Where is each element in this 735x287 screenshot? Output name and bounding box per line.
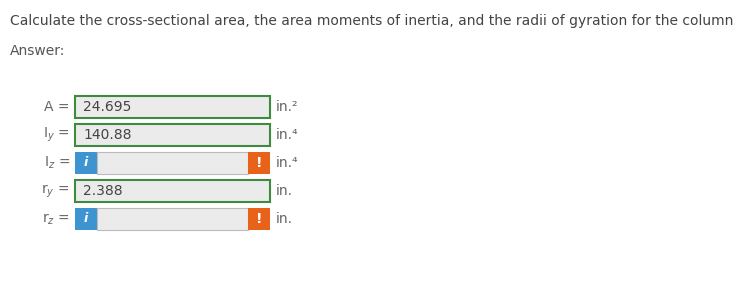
Text: in.⁴: in.⁴ (276, 156, 298, 170)
Text: in.⁴: in.⁴ (276, 128, 298, 142)
Text: I$_z$ =: I$_z$ = (44, 155, 70, 171)
FancyBboxPatch shape (75, 208, 97, 230)
Text: !: ! (256, 156, 262, 170)
FancyBboxPatch shape (75, 180, 270, 202)
Text: in.: in. (276, 184, 293, 198)
FancyBboxPatch shape (97, 152, 248, 174)
Text: i: i (84, 212, 88, 226)
Text: A =: A = (45, 100, 70, 114)
Text: i: i (84, 156, 88, 170)
Text: r$_z$ =: r$_z$ = (42, 211, 70, 227)
FancyBboxPatch shape (248, 152, 270, 174)
FancyBboxPatch shape (97, 208, 248, 230)
Text: Calculate the cross-sectional area, the area moments of inertia, and the radii o: Calculate the cross-sectional area, the … (10, 14, 735, 28)
Text: 2.388: 2.388 (83, 184, 123, 198)
FancyBboxPatch shape (75, 124, 270, 146)
FancyBboxPatch shape (248, 208, 270, 230)
Text: Answer:: Answer: (10, 44, 65, 58)
Text: !: ! (256, 212, 262, 226)
Text: I$_y$ =: I$_y$ = (43, 126, 70, 144)
Text: r$_y$ =: r$_y$ = (41, 182, 70, 200)
FancyBboxPatch shape (75, 96, 270, 118)
Text: in.²: in.² (276, 100, 298, 114)
FancyBboxPatch shape (75, 152, 97, 174)
Text: in.: in. (276, 212, 293, 226)
Text: 24.695: 24.695 (83, 100, 132, 114)
Text: 140.88: 140.88 (83, 128, 132, 142)
